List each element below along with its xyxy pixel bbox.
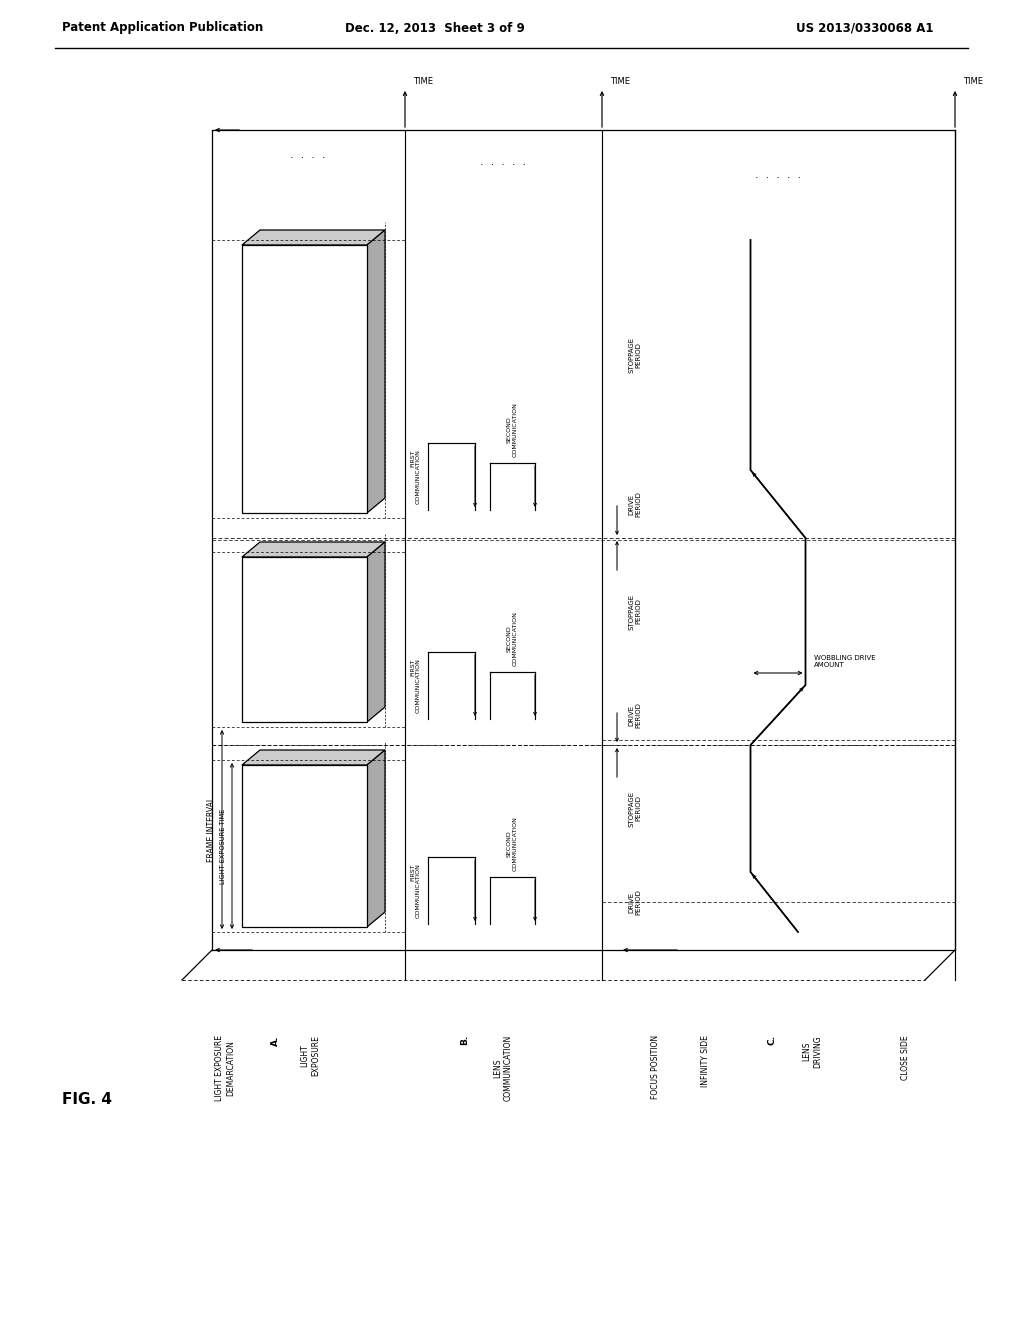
Text: ·  ·  ·  ·  ·: · · · · · (480, 160, 526, 170)
Text: TIME: TIME (413, 77, 433, 86)
Text: FIRST
COMMUNICATION: FIRST COMMUNICATION (411, 449, 421, 504)
Polygon shape (367, 543, 385, 722)
Bar (242, 246, 367, 513)
Text: ·  ·  ·  ·  ·: · · · · · (755, 173, 801, 183)
Text: FOCUS POSITION: FOCUS POSITION (650, 1035, 659, 1100)
Text: LIGHT EXPOSURE
DEMARCATION: LIGHT EXPOSURE DEMARCATION (215, 1035, 236, 1101)
Text: LENS
DRIVING: LENS DRIVING (802, 1035, 822, 1068)
Text: TIME: TIME (610, 77, 630, 86)
Text: FIG. 4: FIG. 4 (62, 1093, 112, 1107)
Text: B.: B. (461, 1035, 469, 1045)
Polygon shape (367, 230, 385, 513)
Text: CLOSE SIDE: CLOSE SIDE (900, 1035, 909, 1080)
Text: WOBBLING DRIVE
AMOUNT: WOBBLING DRIVE AMOUNT (813, 655, 876, 668)
Text: US 2013/0330068 A1: US 2013/0330068 A1 (797, 21, 934, 34)
Text: Dec. 12, 2013  Sheet 3 of 9: Dec. 12, 2013 Sheet 3 of 9 (345, 21, 525, 34)
Text: A.: A. (270, 1035, 280, 1045)
Text: DRIVE
PERIOD: DRIVE PERIOD (629, 890, 641, 915)
Text: INFINITY SIDE: INFINITY SIDE (700, 1035, 710, 1086)
Text: ·  ·  ·  ·: · · · · (290, 153, 326, 162)
Polygon shape (367, 750, 385, 927)
Polygon shape (242, 230, 385, 246)
Text: LIGHT
EXPOSURE: LIGHT EXPOSURE (300, 1035, 321, 1076)
Text: TIME: TIME (963, 77, 983, 86)
Text: SECOND
COMMUNICATION: SECOND COMMUNICATION (507, 403, 518, 457)
Text: LENS
COMMUNICATION: LENS COMMUNICATION (493, 1035, 513, 1101)
Text: LIGHT EXPOSURE TIME: LIGHT EXPOSURE TIME (220, 808, 226, 883)
Text: FIRST
COMMUNICATION: FIRST COMMUNICATION (411, 863, 421, 917)
Text: STOPPAGE
PERIOD: STOPPAGE PERIOD (629, 594, 641, 630)
Text: SECOND
COMMUNICATION: SECOND COMMUNICATION (507, 816, 518, 871)
Text: SECOND
COMMUNICATION: SECOND COMMUNICATION (507, 611, 518, 667)
Polygon shape (242, 750, 385, 766)
Text: DRIVE
PERIOD: DRIVE PERIOD (629, 702, 641, 727)
Text: STOPPAGE
PERIOD: STOPPAGE PERIOD (629, 337, 641, 374)
Bar (242, 557, 367, 722)
Text: Patent Application Publication: Patent Application Publication (62, 21, 263, 34)
Text: FRAME INTERVAL: FRAME INTERVAL (207, 797, 216, 862)
Polygon shape (242, 543, 385, 557)
Text: C.: C. (768, 1035, 776, 1045)
Text: DRIVE
PERIOD: DRIVE PERIOD (629, 491, 641, 517)
Text: FIRST
COMMUNICATION: FIRST COMMUNICATION (411, 659, 421, 713)
Bar (242, 766, 367, 927)
Text: STOPPAGE
PERIOD: STOPPAGE PERIOD (629, 791, 641, 826)
